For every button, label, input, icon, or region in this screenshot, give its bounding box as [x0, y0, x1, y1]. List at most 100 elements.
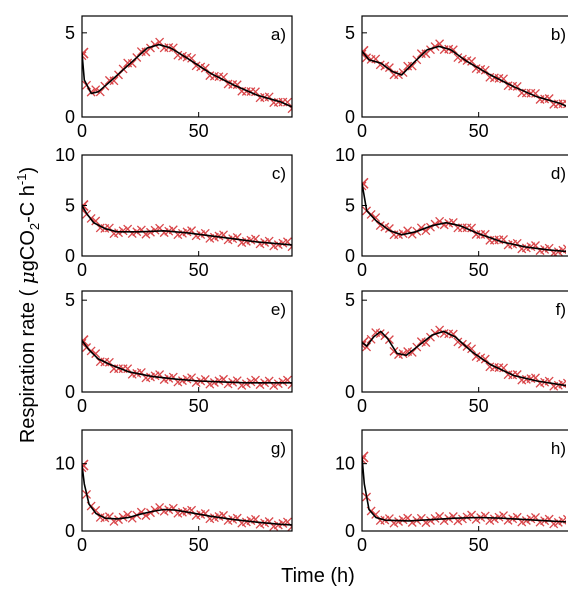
panel-d: 0 5 10 0 50 d)	[335, 145, 568, 280]
panel-label: e)	[271, 300, 286, 319]
x-tick-label: 50	[469, 260, 489, 280]
data-point-marker	[426, 516, 435, 526]
data-point-marker	[371, 509, 381, 519]
data-point-marker	[480, 354, 490, 364]
data-point-marker	[114, 228, 123, 238]
y-tick-label: 5	[345, 290, 355, 310]
data-point-marker	[109, 76, 119, 86]
data-point-marker	[398, 229, 408, 239]
data-point-marker	[146, 43, 155, 53]
data-point-marker	[426, 45, 435, 55]
x-tick-label: 0	[357, 121, 367, 141]
data-point-marker	[146, 227, 155, 237]
panel-label: a)	[271, 25, 286, 44]
initial-point-marker	[82, 47, 89, 59]
y-tick-label: 10	[55, 145, 75, 165]
fit-line	[82, 464, 292, 526]
data-point-marker	[187, 53, 197, 63]
panel-g: 0 10 0 50 g)	[55, 429, 293, 555]
data-point-marker	[95, 87, 105, 97]
data-point-marker	[91, 505, 101, 515]
axes-frame	[81, 290, 293, 393]
panel-c: 0 5 10 0 50 c)	[55, 145, 293, 280]
axes-frame	[361, 154, 568, 257]
data-point-marker	[118, 226, 128, 236]
y-axis-title-mu: μ	[15, 271, 39, 284]
data-markers	[362, 177, 566, 256]
data-point-marker	[453, 337, 463, 347]
x-tick-label: 50	[189, 260, 209, 280]
data-point-marker	[282, 97, 292, 107]
data-point-marker	[362, 455, 367, 465]
y-tick-label: 10	[335, 145, 355, 165]
data-point-marker	[127, 229, 137, 239]
data-point-marker	[82, 51, 87, 61]
y-tick-label: 0	[345, 382, 355, 402]
x-axis-title: Time (h)	[281, 565, 355, 587]
axes-frame	[81, 429, 293, 532]
data-point-marker	[273, 379, 283, 389]
x-tick-label: 50	[469, 121, 489, 141]
data-point-marker	[430, 514, 440, 523]
fit-line	[82, 340, 292, 384]
x-tick-label: 0	[357, 260, 367, 280]
data-point-marker	[251, 87, 260, 97]
data-point-marker	[219, 72, 228, 82]
data-point-marker	[241, 379, 251, 389]
data-point-marker	[531, 88, 540, 98]
y-axis-title-main: Respiration rate (	[17, 284, 39, 443]
y-tick-label: 5	[65, 290, 75, 310]
data-point-marker	[82, 463, 87, 473]
data-point-marker	[467, 56, 477, 66]
data-point-marker	[421, 226, 431, 236]
x-tick-label: 0	[77, 121, 87, 141]
initial-point-marker	[82, 459, 89, 471]
data-point-marker	[467, 344, 477, 354]
data-point-marker	[430, 219, 440, 229]
x-tick-label: 50	[469, 535, 489, 555]
data-point-marker	[430, 328, 440, 338]
y-tick-label: 5	[345, 23, 355, 43]
data-point-marker	[91, 216, 101, 226]
data-markers	[82, 37, 292, 114]
panel-label: c)	[272, 164, 286, 183]
axes-frame	[361, 290, 568, 393]
data-point-marker	[114, 515, 123, 525]
data-point-marker	[462, 512, 472, 522]
panel-e: 050 50e)	[65, 290, 293, 416]
y-tick-label: 0	[65, 107, 75, 127]
panel-label: b)	[551, 25, 566, 44]
axes-frame	[361, 15, 568, 118]
y-axis-title-sup: -1	[14, 173, 29, 185]
initial-point-marker	[82, 335, 89, 347]
data-point-marker	[384, 63, 394, 73]
y-tick-label: 5	[65, 23, 75, 43]
data-point-marker	[371, 213, 381, 223]
x-tick-label: 0	[357, 535, 367, 555]
data-point-marker	[287, 380, 292, 390]
fit-line	[362, 183, 566, 253]
data-markers	[362, 325, 566, 391]
data-point-marker	[499, 74, 508, 84]
x-tick-label: 0	[77, 535, 87, 555]
data-markers	[82, 459, 292, 531]
axes-frame	[81, 154, 293, 257]
data-point-marker	[150, 225, 160, 235]
data-point-marker	[398, 349, 408, 359]
panel-a: 050 50a)	[65, 15, 293, 141]
panel-b: 050 50b)	[345, 15, 568, 141]
data-markers	[362, 39, 566, 109]
data-point-marker	[150, 505, 160, 515]
data-point-marker	[467, 223, 477, 233]
y-tick-label: 5	[65, 196, 75, 216]
data-point-marker	[118, 512, 128, 522]
y-tick-label: 0	[65, 521, 75, 541]
y-axis-title-sub: 2	[27, 223, 42, 230]
data-point-marker	[146, 508, 155, 518]
fit-line	[362, 45, 566, 107]
y-axis-title-g: gCO	[17, 230, 39, 271]
x-tick-label: 50	[469, 396, 489, 416]
axes-frame	[81, 15, 293, 118]
